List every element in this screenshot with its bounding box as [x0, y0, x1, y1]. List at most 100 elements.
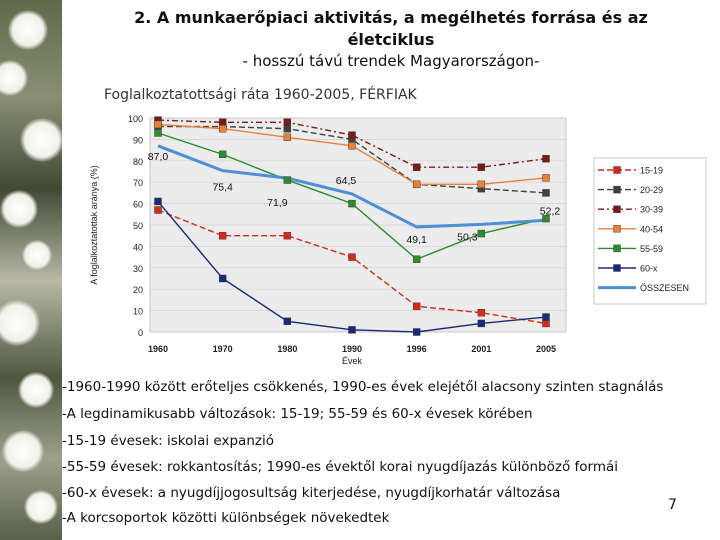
data-point-40-54 — [477, 180, 486, 189]
series-line-15-19 — [157, 209, 547, 325]
legend-marker-55-59 — [613, 244, 621, 253]
legend-label: 20-29 — [640, 185, 663, 195]
data-point-55-59 — [477, 229, 486, 238]
page-number: 7 — [668, 497, 677, 513]
data-point-30-39 — [283, 118, 292, 126]
data-point-20-29 — [412, 180, 421, 189]
data-point-20-29 — [283, 124, 292, 133]
x-tick-label: 1990 — [342, 344, 362, 354]
data-point-40-54 — [283, 133, 292, 141]
data-point-30-39 — [154, 116, 162, 124]
data-label-total: 50,3 — [457, 231, 478, 243]
data-point-20-29 — [218, 122, 227, 131]
chart-legend — [593, 157, 707, 305]
series-line-20-29 — [158, 125, 547, 194]
bullet-4: -55-59 évesek: rokkantosítás; 1990-es év… — [62, 459, 619, 475]
bullet-5: -60-x évesek: a nyugdíjjogosultság kiter… — [62, 485, 561, 501]
data-point-60-x — [477, 319, 486, 328]
data-label-total: 71,9 — [267, 197, 288, 209]
data-point-30-39 — [348, 131, 356, 139]
data-point-60-x — [283, 317, 292, 325]
data-point-15-19 — [542, 319, 550, 328]
bullet-6: -A korcsoportok közötti különbségek növe… — [62, 510, 390, 526]
data-point-15-19 — [218, 231, 227, 240]
slide-subtitle: - hosszú távú trendek Magyarországon- — [242, 52, 540, 70]
data-label-total: 52,2 — [540, 205, 561, 217]
legend-marker-60-x — [613, 264, 621, 272]
bullet-2: -A legdinamikusabb változások: 15-19; 55… — [62, 406, 533, 422]
y-tick-label: 0 — [138, 328, 143, 338]
legend-label: ÖSSZESEN — [640, 283, 689, 293]
data-point-60-x — [154, 197, 162, 206]
data-point-40-54 — [412, 180, 421, 189]
data-point-40-54 — [348, 142, 356, 150]
data-point-55-59 — [348, 199, 356, 208]
legend-label: 15-19 — [640, 166, 663, 176]
data-label-total: 64,5 — [336, 175, 357, 187]
legend-marker-40-54 — [613, 225, 621, 233]
x-tick-label: 2001 — [471, 344, 491, 354]
data-point-20-29 — [542, 189, 550, 197]
series-line-55-59 — [157, 132, 547, 261]
data-point-60-x — [348, 326, 356, 334]
legend-marker-30-39 — [613, 205, 621, 213]
data-point-30-39 — [477, 163, 486, 171]
series-line-60-x — [157, 201, 547, 333]
x-tick-label: 2005 — [536, 344, 556, 354]
y-tick-label: 30 — [133, 264, 143, 274]
y-tick-label: 20 — [133, 285, 143, 295]
data-point-15-19 — [348, 253, 356, 261]
y-tick-label: 90 — [133, 135, 143, 145]
data-point-55-59 — [283, 176, 292, 184]
data-point-60-x — [542, 313, 550, 321]
legend-marker-20-29 — [613, 185, 621, 194]
data-point-55-59 — [542, 214, 550, 223]
y-tick-label: 40 — [133, 242, 143, 252]
series-line-30-39 — [157, 119, 547, 168]
data-point-55-59 — [154, 129, 162, 137]
x-tick-label: 1960 — [148, 344, 168, 354]
data-point-15-19 — [412, 302, 421, 311]
data-point-40-54 — [218, 124, 227, 133]
x-axis-title: Évek — [342, 356, 363, 366]
data-label-total: 49,1 — [406, 234, 427, 246]
data-point-55-59 — [412, 255, 421, 263]
data-point-15-19 — [154, 206, 162, 214]
slide-title-line2: életciklus — [347, 30, 435, 49]
legend-label: 30-39 — [640, 205, 663, 215]
plot-area — [149, 117, 567, 333]
series-line-ÖSSZESEN — [157, 144, 547, 229]
data-label-total: 87,0 — [148, 151, 169, 163]
legend-label: 60-x — [640, 264, 658, 274]
decorative-blossom-photo — [0, 0, 62, 540]
legend-label: 55-59 — [640, 244, 663, 254]
data-point-60-x — [218, 274, 227, 283]
data-point-55-59 — [218, 150, 227, 159]
x-tick-label: 1970 — [213, 344, 233, 354]
y-tick-label: 80 — [133, 157, 143, 167]
y-tick-label: 70 — [133, 178, 143, 188]
y-axis-title: A foglalkoztatottak aránya (%) — [89, 165, 99, 285]
bullet-3: -15-19 évesek: iskolai expanzió — [62, 433, 274, 449]
data-point-15-19 — [477, 309, 486, 317]
data-point-60-x — [412, 328, 421, 336]
data-point-30-39 — [412, 163, 421, 171]
series-line-40-54 — [157, 123, 547, 186]
data-point-40-54 — [154, 120, 162, 129]
chart-area-background — [86, 112, 580, 370]
x-tick-label: 1980 — [277, 344, 297, 354]
data-label-total: 75,4 — [212, 182, 233, 194]
y-tick-label: 60 — [133, 200, 143, 210]
data-point-20-29 — [154, 122, 162, 131]
legend-marker-15-19 — [613, 166, 621, 174]
data-point-15-19 — [283, 231, 292, 240]
data-point-20-29 — [477, 184, 486, 193]
slide-title-line1: 2. A munkaerőpiaci aktivitás, a megélhet… — [134, 8, 648, 27]
y-tick-label: 100 — [128, 114, 143, 124]
chart-caption: Foglalkoztatottsági ráta 1960-2005, FÉRF… — [104, 87, 417, 103]
data-point-30-39 — [218, 118, 227, 126]
data-point-40-54 — [542, 174, 550, 182]
y-tick-label: 10 — [133, 307, 143, 317]
x-tick-label: 1996 — [407, 344, 427, 354]
y-tick-label: 50 — [133, 221, 143, 231]
